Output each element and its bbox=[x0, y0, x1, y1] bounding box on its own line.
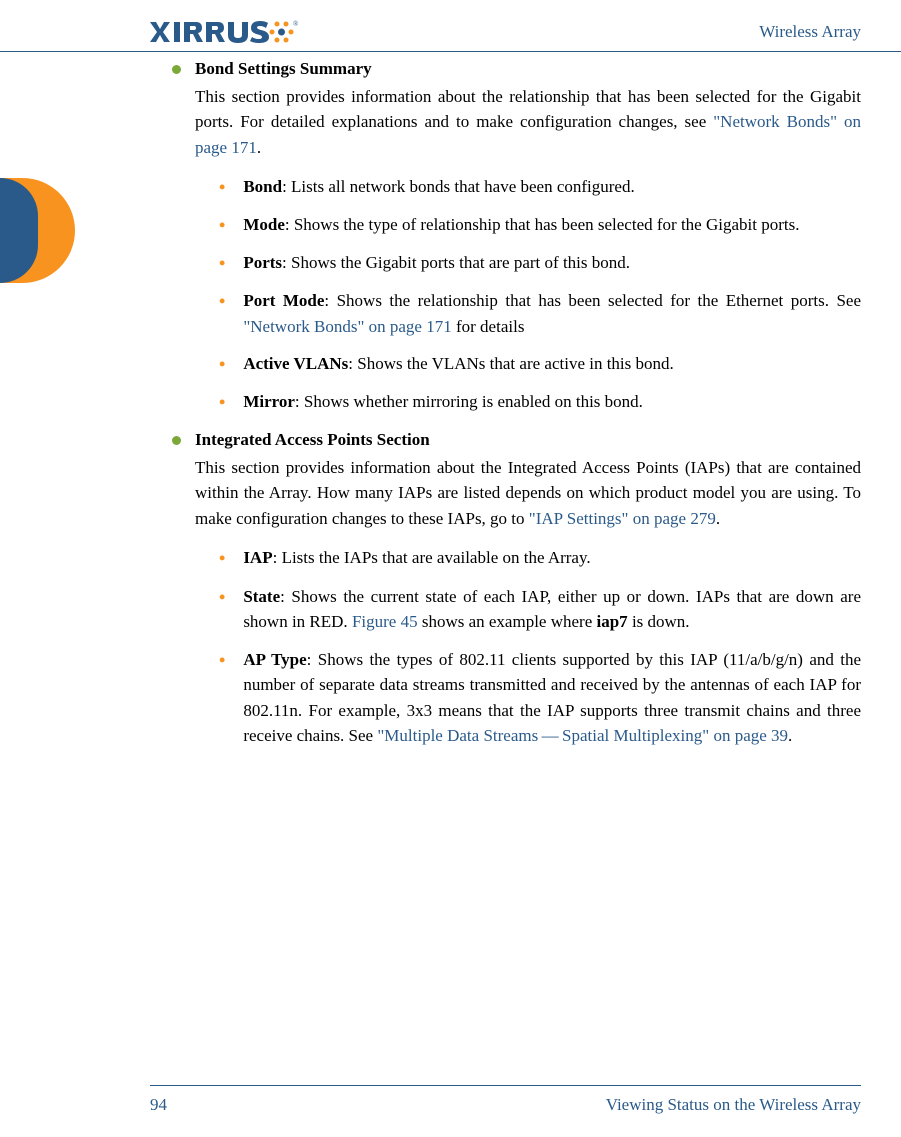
list-item: • IAP: Lists the IAPs that are available… bbox=[219, 545, 861, 571]
bond-items-list: • Bond: Lists all network bonds that hav… bbox=[219, 174, 861, 415]
section-bond-settings: Bond Settings Summary This section provi… bbox=[195, 56, 861, 160]
bullet-orange-icon: • bbox=[219, 212, 225, 238]
footer-chapter: Viewing Status on the Wireless Array bbox=[606, 1092, 861, 1118]
link-figure-45[interactable]: Figure 45 bbox=[352, 612, 418, 631]
page-footer: 94 Viewing Status on the Wireless Array bbox=[150, 1085, 861, 1118]
page-content: Bond Settings Summary This section provi… bbox=[195, 54, 861, 761]
list-item: • Bond: Lists all network bonds that hav… bbox=[219, 174, 861, 200]
link-network-bonds-2[interactable]: "Network Bonds" on page 171 bbox=[243, 317, 451, 336]
link-iap-settings[interactable]: "IAP Settings" on page 279 bbox=[529, 509, 716, 528]
bullet-orange-icon: • bbox=[219, 647, 225, 673]
list-item: • State: Shows the current state of each… bbox=[219, 584, 861, 635]
page-number: 94 bbox=[150, 1092, 167, 1118]
section-title: Integrated Access Points Section bbox=[195, 427, 861, 453]
section-body: This section provides information about … bbox=[195, 455, 861, 532]
side-tab-decoration bbox=[0, 178, 75, 283]
xirrus-logo: ® bbox=[150, 20, 300, 44]
bullet-green-icon bbox=[172, 65, 181, 74]
bullet-green-icon bbox=[172, 436, 181, 445]
header-title: Wireless Array bbox=[759, 19, 861, 45]
bullet-orange-icon: • bbox=[219, 250, 225, 276]
list-item: • Mirror: Shows whether mirroring is ena… bbox=[219, 389, 861, 415]
list-item: • Port Mode: Shows the relationship that… bbox=[219, 288, 861, 339]
bullet-orange-icon: • bbox=[219, 351, 225, 377]
svg-text:®: ® bbox=[293, 20, 299, 28]
bullet-orange-icon: • bbox=[219, 288, 225, 314]
bullet-orange-icon: • bbox=[219, 545, 225, 571]
bullet-orange-icon: • bbox=[219, 174, 225, 200]
list-item: • Active VLANs: Shows the VLANs that are… bbox=[219, 351, 861, 377]
page-header: ® Wireless Array bbox=[0, 12, 901, 52]
link-spatial-multiplexing[interactable]: "Multiple Data Streams — Spatial Multipl… bbox=[377, 726, 788, 745]
list-item: • Ports: Shows the Gigabit ports that ar… bbox=[219, 250, 861, 276]
iap-items-list: • IAP: Lists the IAPs that are available… bbox=[219, 545, 861, 748]
bullet-orange-icon: • bbox=[219, 584, 225, 610]
section-body: This section provides information about … bbox=[195, 84, 861, 161]
bullet-orange-icon: • bbox=[219, 389, 225, 415]
list-item: • Mode: Shows the type of relationship t… bbox=[219, 212, 861, 238]
list-item: • AP Type: Shows the types of 802.11 cli… bbox=[219, 647, 861, 749]
section-title: Bond Settings Summary bbox=[195, 56, 861, 82]
section-iap: Integrated Access Points Section This se… bbox=[195, 427, 861, 531]
